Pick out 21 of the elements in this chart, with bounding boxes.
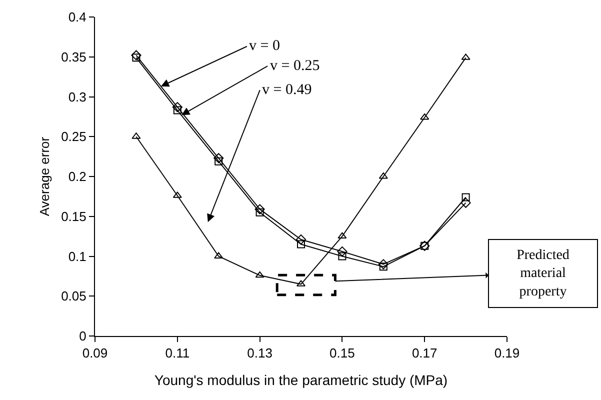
x-tick-label: 0.15 — [330, 346, 355, 361]
y-axis-title: Average error — [37, 136, 52, 216]
annotation: v = 0.49 — [262, 82, 312, 98]
y-tick-label: 0.4 — [68, 10, 86, 25]
x-tick-label: 0.11 — [165, 346, 190, 361]
x-tick-label: 0.09 — [82, 346, 108, 361]
y-tick-label: 0.15 — [61, 208, 86, 224]
y-tick-label: 0.25 — [61, 129, 86, 144]
annotation: v = 0.25 — [270, 58, 320, 74]
text: Predicted material property — [516, 248, 570, 300]
y-tick-label: 0.05 — [61, 288, 86, 304]
annotation: v = 0 — [249, 38, 280, 54]
x-tick-label: 0.19 — [494, 346, 520, 361]
x-tick-label: 0.17 — [412, 346, 438, 361]
y-tick-label: 0.2 — [68, 169, 86, 184]
y-tick-label: 0.3 — [68, 89, 86, 104]
x-axis-title: Young's modulus in the parametric study (MPa) — [154, 372, 448, 388]
y-tick-label: 0.1 — [68, 248, 86, 264]
x-tick-label: 0.13 — [247, 346, 272, 361]
y-tick-label: 0 — [79, 328, 86, 344]
y-tick-label: 0.35 — [61, 49, 86, 64]
